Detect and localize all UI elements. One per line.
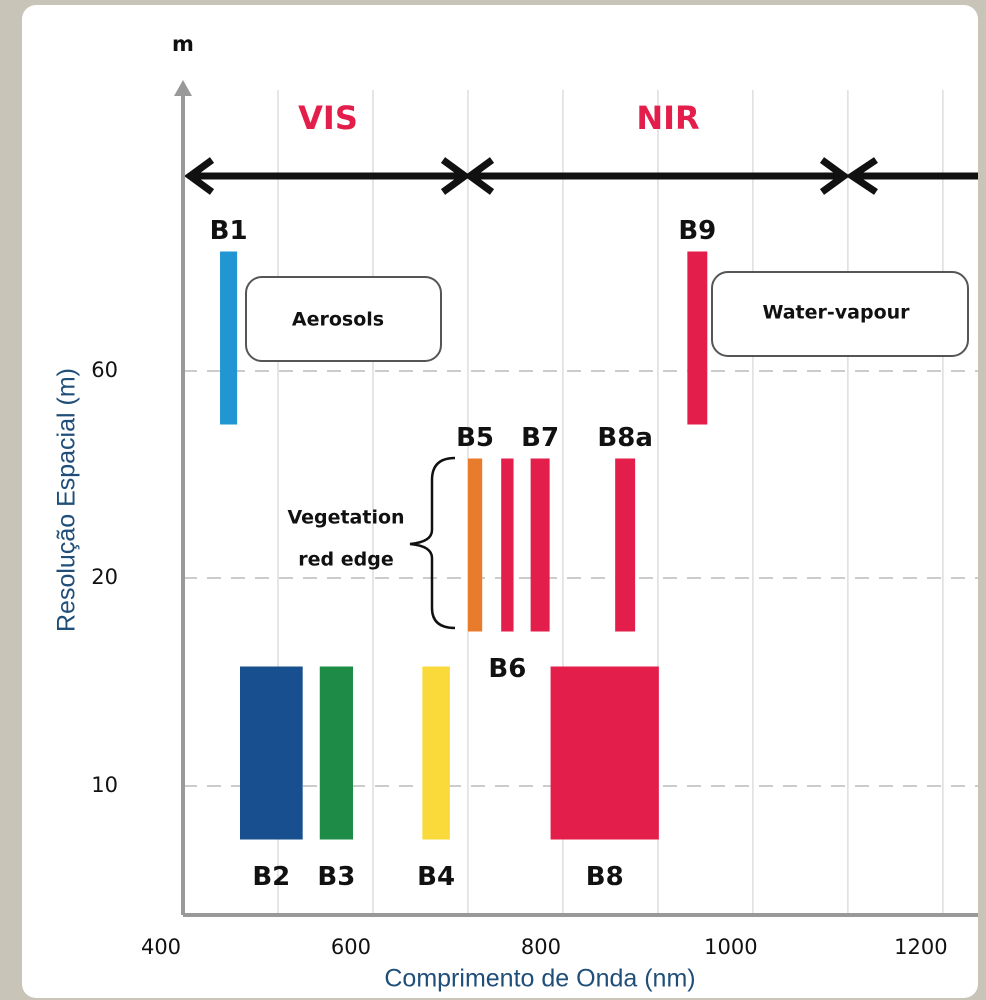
x-tick-label: 1200 [894,935,947,959]
x-tick-label: 800 [521,935,561,959]
band-bar [687,252,707,425]
band-bar [240,667,303,840]
band-bar [551,667,659,840]
annotation: red edge [298,549,393,571]
band-label: B2 [252,862,290,892]
band-bar [531,459,550,632]
band-bar [501,459,513,632]
band-label: B8a [597,423,652,453]
x-tick-label: 600 [331,935,371,959]
region-label: VIS [298,99,358,137]
region-label: NIR [636,99,699,137]
band-bar [468,459,482,632]
band-label: B8 [586,862,624,892]
panel [22,5,978,998]
band-bar [220,252,237,425]
y-axis-unit: m [172,32,194,56]
annotation: Water-vapour [762,302,910,324]
x-tick-label: 1000 [704,935,757,959]
band-label: B5 [456,423,494,453]
band-label: B9 [678,216,716,246]
annotation: Vegetation [287,507,404,529]
y-axis-title: Resolução Espacial (m) [53,368,81,632]
band-label: B6 [488,654,526,684]
annotation: Aerosols [292,309,384,331]
y-tick-label: 10 [91,773,118,797]
x-tick-label: 400 [141,935,181,959]
band-label: B7 [521,423,559,453]
band-bar [615,459,635,632]
band-bar [320,667,353,840]
x-axis-title: Comprimento de Onda (nm) [384,965,695,993]
band-label: B3 [317,862,355,892]
y-tick-label: 20 [91,565,118,589]
band-label: B4 [417,862,455,892]
band-bar [422,667,450,840]
band-label: B1 [210,216,248,246]
chart: VIS NIR Aerosols Water-vapour Vegetation… [0,0,986,1000]
y-tick-label: 60 [91,358,118,382]
